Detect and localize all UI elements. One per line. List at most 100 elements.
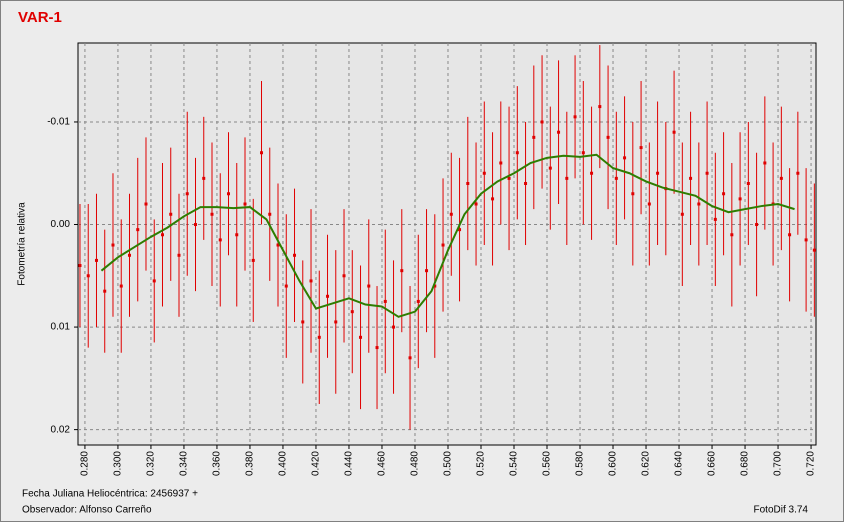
- point: [458, 228, 462, 232]
- point: [227, 192, 231, 196]
- footer-software: FotoDif 3.74: [754, 505, 809, 516]
- x-tick-label: 0.660: [707, 451, 718, 476]
- point: [730, 233, 734, 237]
- point: [111, 243, 115, 247]
- point: [524, 181, 528, 185]
- point: [416, 299, 420, 303]
- point: [540, 120, 544, 124]
- point: [392, 325, 396, 329]
- point: [433, 284, 437, 288]
- point: [466, 181, 470, 185]
- point: [152, 279, 156, 283]
- x-tick-label: 0.700: [773, 451, 784, 476]
- point: [590, 171, 594, 175]
- point: [103, 289, 107, 293]
- point: [812, 248, 816, 252]
- point: [78, 264, 82, 268]
- point: [614, 176, 618, 180]
- point: [746, 181, 750, 185]
- x-tick-label: 0.520: [476, 451, 487, 476]
- point: [639, 146, 643, 150]
- x-tick-label: 0.640: [674, 451, 685, 476]
- x-tick-label: 0.480: [410, 451, 421, 476]
- point: [284, 284, 288, 288]
- x-tick-label: 0.360: [212, 451, 223, 476]
- x-tick-label: 0.400: [278, 451, 289, 476]
- point: [185, 192, 189, 196]
- point: [755, 223, 759, 227]
- point: [144, 202, 148, 206]
- point: [260, 151, 264, 155]
- point: [482, 171, 486, 175]
- point: [309, 279, 313, 283]
- point: [94, 258, 98, 262]
- point: [491, 197, 495, 201]
- y-tick-label: 0.00: [51, 219, 71, 230]
- x-tick-label: 0.460: [377, 451, 388, 476]
- point: [804, 238, 808, 242]
- chart-title: VAR-1: [18, 9, 62, 26]
- point: [779, 176, 783, 180]
- point: [218, 238, 222, 242]
- point: [160, 233, 164, 237]
- point: [243, 202, 247, 206]
- point: [788, 233, 792, 237]
- point: [647, 202, 651, 206]
- x-tick-label: 0.280: [80, 451, 91, 476]
- point: [623, 156, 627, 160]
- point: [697, 202, 701, 206]
- point: [268, 212, 272, 216]
- point: [565, 176, 569, 180]
- point: [631, 192, 635, 196]
- point: [449, 212, 453, 216]
- point: [548, 166, 552, 170]
- point: [251, 258, 255, 262]
- x-tick-label: 0.300: [113, 451, 124, 476]
- x-tick-label: 0.440: [344, 451, 355, 476]
- point: [235, 233, 239, 237]
- point: [334, 320, 338, 324]
- point: [408, 356, 412, 360]
- y-tick-label: -0.01: [47, 117, 70, 128]
- point: [202, 176, 206, 180]
- point: [293, 253, 297, 257]
- point: [474, 202, 478, 206]
- point: [425, 269, 429, 273]
- x-tick-label: 0.540: [509, 451, 520, 476]
- point: [763, 161, 767, 165]
- point: [705, 171, 709, 175]
- point: [127, 253, 131, 257]
- point: [557, 130, 561, 134]
- point: [713, 217, 717, 221]
- y-tick-label: 0.02: [51, 424, 71, 435]
- y-axis-label: Fotometría relativa: [17, 202, 28, 286]
- plot-area: [77, 42, 817, 446]
- point: [193, 223, 197, 227]
- x-tick-label: 0.580: [575, 451, 586, 476]
- smoothed-line: [100, 153, 795, 318]
- point: [515, 151, 519, 155]
- point: [169, 212, 173, 216]
- x-tick-label: 0.620: [641, 451, 652, 476]
- footer-observer: Observador: Alfonso Carreño: [22, 505, 152, 516]
- point: [722, 192, 726, 196]
- point: [342, 274, 346, 278]
- point: [738, 197, 742, 201]
- point: [499, 161, 503, 165]
- x-tick-label: 0.320: [146, 451, 157, 476]
- y-tick-label: 0.01: [51, 322, 71, 333]
- x-tick-label: 0.600: [608, 451, 619, 476]
- point: [598, 105, 602, 109]
- point: [606, 135, 610, 139]
- point: [177, 253, 181, 257]
- point: [86, 274, 90, 278]
- point: [383, 299, 387, 303]
- point: [532, 135, 536, 139]
- x-tick-label: 0.500: [443, 451, 454, 476]
- point: [400, 269, 404, 273]
- x-tick-label: 0.420: [311, 451, 322, 476]
- point: [680, 212, 684, 216]
- point: [317, 335, 321, 339]
